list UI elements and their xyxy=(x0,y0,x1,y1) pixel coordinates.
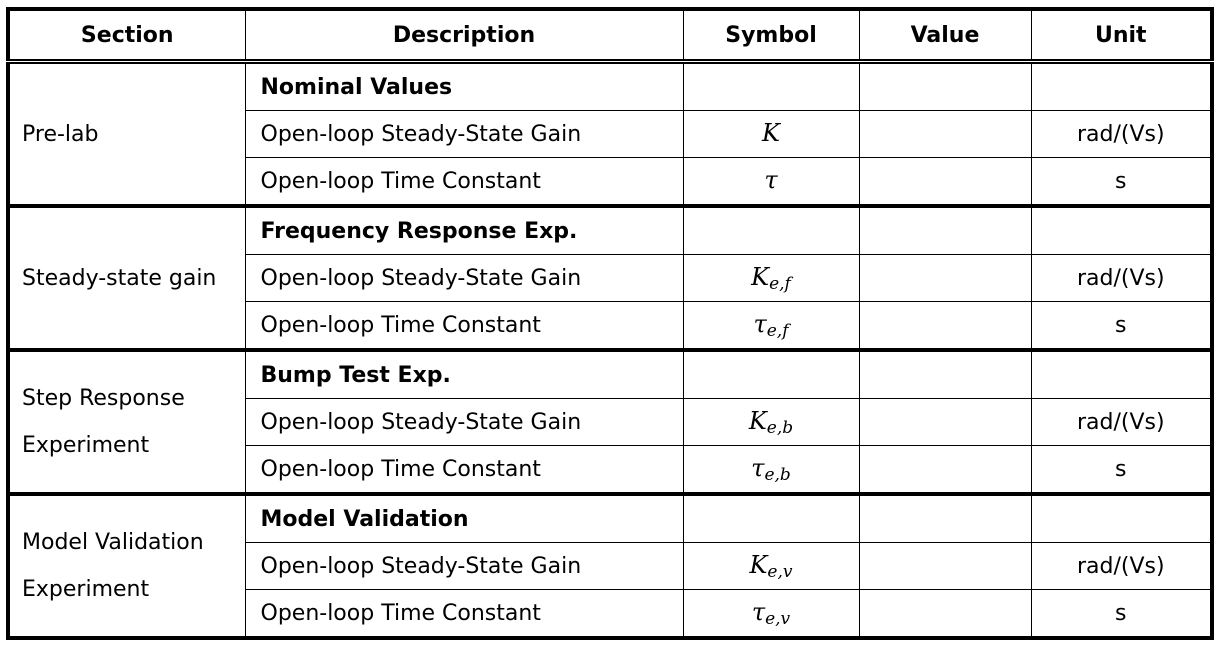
value-cell[interactable] xyxy=(858,301,1032,352)
section-cell: Pre-lab xyxy=(7,61,246,208)
value-cell[interactable] xyxy=(858,493,1032,543)
header-row: Section Description Symbol Value Unit xyxy=(7,8,1213,64)
group-heading-row: Model Validation Experiment Model Valida… xyxy=(7,493,1213,640)
unit-cell: s xyxy=(1030,301,1213,352)
symbol: K xyxy=(749,550,768,579)
unit-cell: rad/(Vs) xyxy=(1030,254,1213,302)
header-symbol: Symbol xyxy=(682,8,860,64)
value-cell[interactable] xyxy=(858,61,1032,111)
description-cell: Open-loop Time Constant xyxy=(244,445,684,496)
table-row: Open-loop Steady-State Gain Ke,f rad/(Vs… xyxy=(8,254,1213,302)
table-row: Open-loop Time Constant τe,b s xyxy=(8,445,1213,496)
section-cell: Steady-state gain xyxy=(7,205,246,352)
group-heading-row: Step Response Experiment Bump Test Exp. xyxy=(7,349,1213,496)
value-cell[interactable] xyxy=(858,445,1032,496)
table-row: Open-loop Time Constant τe,v s xyxy=(8,589,1213,640)
description-cell: Open-loop Steady-State Gain xyxy=(244,542,684,590)
symbol-cell xyxy=(682,493,860,543)
unit-cell: rad/(Vs) xyxy=(1030,110,1213,158)
value-cell[interactable] xyxy=(858,542,1032,590)
symbol-subscript: e,f xyxy=(766,320,789,341)
symbol-cell: τe,f xyxy=(682,301,860,352)
description-cell: Open-loop Steady-State Gain xyxy=(244,254,684,302)
group-heading-row: Steady-state gain Frequency Response Exp… xyxy=(7,205,1213,352)
description-cell: Open-loop Time Constant xyxy=(244,301,684,352)
unit-cell: rad/(Vs) xyxy=(1030,398,1213,446)
value-cell[interactable] xyxy=(858,398,1032,446)
symbol-subscript: e,v xyxy=(765,608,791,629)
symbol: K xyxy=(762,118,780,147)
table-row: Open-loop Steady-State Gain Ke,b rad/(Vs… xyxy=(8,398,1213,446)
group-heading: Model Validation xyxy=(244,493,684,543)
group-heading-row: Pre-lab Nominal Values xyxy=(7,61,1213,208)
parameter-table: Section Description Symbol Value Unit Pr… xyxy=(6,7,1214,640)
header-section: Section xyxy=(7,8,246,64)
group-heading: Frequency Response Exp. xyxy=(244,205,684,255)
unit-cell: s xyxy=(1030,589,1213,640)
symbol-subscript: e,b xyxy=(766,417,794,438)
table-row: Open-loop Steady-State Gain Ke,v rad/(Vs… xyxy=(8,542,1213,590)
description-cell: Open-loop Steady-State Gain xyxy=(244,110,684,158)
value-cell[interactable] xyxy=(858,589,1032,640)
symbol-cell xyxy=(682,205,860,255)
unit-cell xyxy=(1030,61,1213,111)
table-row: Open-loop Steady-State Gain K rad/(Vs) xyxy=(8,110,1213,158)
header-description: Description xyxy=(244,8,684,64)
symbol-cell: Ke,b xyxy=(682,398,860,446)
symbol: K xyxy=(748,406,767,435)
symbol-subscript: e,b xyxy=(764,464,791,485)
symbol-cell: K xyxy=(682,110,860,158)
symbol: τ xyxy=(764,165,778,194)
symbol-cell: Ke,v xyxy=(682,542,860,590)
symbol-subscript: e,f xyxy=(769,273,791,294)
header-value: Value xyxy=(858,8,1032,64)
unit-cell xyxy=(1030,493,1213,543)
symbol: τ xyxy=(753,309,767,338)
header-unit: Unit xyxy=(1030,8,1213,64)
section-cell: Step Response Experiment xyxy=(7,349,246,496)
unit-cell: rad/(Vs) xyxy=(1030,542,1213,590)
description-cell: Open-loop Steady-State Gain xyxy=(244,398,684,446)
table-row: Open-loop Time Constant τe,f s xyxy=(8,301,1213,352)
symbol-cell xyxy=(682,61,860,111)
symbol: τ xyxy=(751,597,766,626)
value-cell[interactable] xyxy=(858,110,1032,158)
symbol-subscript: e,v xyxy=(767,561,793,582)
symbol-cell: Ke,f xyxy=(682,254,860,302)
value-cell[interactable] xyxy=(858,349,1032,399)
unit-cell xyxy=(1030,349,1213,399)
unit-cell: s xyxy=(1030,157,1213,208)
table-row: Open-loop Time Constant τ s xyxy=(8,157,1213,208)
value-cell[interactable] xyxy=(858,205,1032,255)
symbol-cell: τ xyxy=(682,157,860,208)
unit-cell: s xyxy=(1030,445,1213,496)
unit-cell xyxy=(1030,205,1213,255)
value-cell[interactable] xyxy=(858,157,1032,208)
value-cell[interactable] xyxy=(858,254,1032,302)
symbol: K xyxy=(751,262,770,291)
symbol: τ xyxy=(751,453,765,482)
symbol-cell: τe,b xyxy=(682,445,860,496)
group-heading: Nominal Values xyxy=(244,61,684,111)
section-cell: Model Validation Experiment xyxy=(7,493,246,640)
symbol-cell xyxy=(682,349,860,399)
description-cell: Open-loop Time Constant xyxy=(244,589,684,640)
symbol-cell: τe,v xyxy=(682,589,860,640)
group-heading: Bump Test Exp. xyxy=(244,349,684,399)
description-cell: Open-loop Time Constant xyxy=(244,157,684,208)
